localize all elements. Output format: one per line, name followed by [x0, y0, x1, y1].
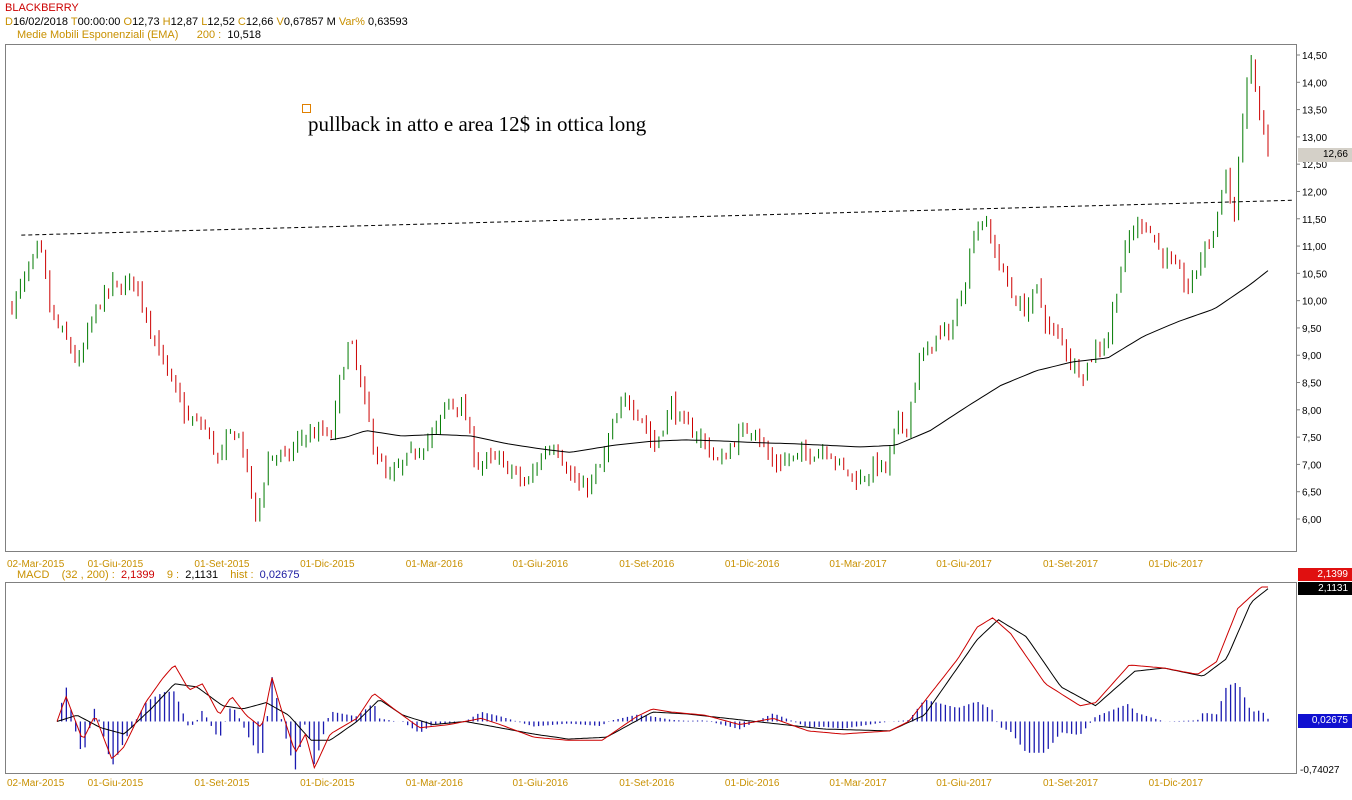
- hist-sep: :: [250, 569, 254, 581]
- close-value: 12,66: [245, 16, 274, 28]
- y-tick-label: 7,00: [1302, 460, 1322, 471]
- date-value: 16/02/2018: [12, 16, 69, 28]
- ema-value: 10,518: [227, 29, 262, 41]
- macd-value-tag: 2,1399: [1298, 568, 1352, 581]
- x-tick-label: 01-Giu-2017: [936, 778, 992, 789]
- ema-readout: Medie Mobili Esponenziali (EMA) 200 : 10…: [17, 29, 261, 42]
- price-chart: 14,50 14,00 13,50 13,00 12,50 12,00 11,50 11,00…: [7, 51, 1327, 570]
- price-chart-panel[interactable]: [5, 44, 1297, 552]
- y-tick-label: 7,50: [1302, 433, 1322, 444]
- low-value: 12,52: [207, 16, 235, 28]
- var-label: Var%: [338, 16, 365, 28]
- y-tick-label: 8,00: [1302, 406, 1322, 417]
- y-tick-label: 8,50: [1302, 379, 1322, 390]
- macd-line: [56, 586, 1268, 770]
- macd-readout: MACD (32 , 200) : 2,1399 9 : 2,1131 hist…: [17, 569, 299, 582]
- x-tick-label: 01-Dic-2017: [1149, 778, 1204, 789]
- y-tick-label: 11,00: [1302, 242, 1327, 253]
- close-label: C: [237, 16, 246, 28]
- y-tick-label: 13,50: [1302, 106, 1327, 117]
- x-tick-label: 01-Set-2016: [619, 559, 674, 570]
- ohlc-readout: D16/02/2018 T00:00:00 O12,73 H12,87 L12,…: [5, 16, 408, 29]
- macd-signal-line: [56, 588, 1269, 741]
- y-tick-label: 12,00: [1302, 187, 1327, 198]
- x-tick-label: 01-Giu-2015: [88, 778, 144, 789]
- macd-sep: :: [111, 569, 115, 581]
- y-tick-label: 13,00: [1302, 133, 1327, 144]
- signal-value: 2,1131: [185, 569, 219, 581]
- x-tick-label: 01-Mar-2016: [406, 559, 464, 570]
- hist-value: 0,02675: [259, 569, 300, 581]
- x-tick-label: 01-Set-2017: [1043, 778, 1098, 789]
- open-label: O: [123, 16, 133, 28]
- var-value: 0,63593: [368, 16, 408, 28]
- x-tick-label: 01-Set-2016: [619, 778, 674, 789]
- x-tick-label: 02-Mar-2015: [7, 778, 65, 789]
- volume-label: V: [276, 16, 284, 28]
- macd-value: 2,1399: [120, 569, 155, 581]
- open-value: 12,73: [132, 16, 160, 28]
- macd-params: (32 , 200): [61, 569, 109, 581]
- x-tick-label: 01-Dic-2015: [300, 559, 355, 570]
- y-tick-label: 12,50: [1302, 160, 1327, 171]
- x-tick-label: 01-Mar-2017: [829, 559, 887, 570]
- ema-label: Medie Mobili Esponenziali (EMA): [17, 29, 179, 41]
- macd-panel[interactable]: [5, 582, 1297, 774]
- y-tick-label: 14,00: [1302, 78, 1327, 89]
- ema-200-line: [330, 270, 1269, 453]
- date-label: D: [5, 16, 13, 28]
- high-label: H: [162, 16, 171, 28]
- high-value: 12,87: [170, 16, 199, 28]
- volume-value: 0,67857 M: [283, 16, 336, 28]
- macd-label: MACD: [17, 569, 50, 581]
- x-tick-label: 01-Dic-2017: [1149, 559, 1204, 570]
- x-tick-label: 01-Giu-2016: [512, 778, 568, 789]
- y-tick-label: 6,50: [1302, 488, 1322, 499]
- macd-min-label: -0,74027: [1300, 765, 1340, 776]
- y-tick-label: 14,50: [1302, 51, 1327, 62]
- annotation-marker[interactable]: [302, 104, 311, 113]
- x-tick-label: 01-Dic-2015: [300, 778, 355, 789]
- x-tick-label: 01-Giu-2015: [88, 559, 144, 570]
- chart-title: BLACKBERRY: [5, 2, 79, 14]
- y-tick-label: 9,50: [1302, 324, 1322, 335]
- last-price-tag: 12,66: [1298, 148, 1352, 162]
- time-value: 00:00:00: [77, 16, 121, 28]
- y-tick-label: 9,00: [1302, 351, 1322, 362]
- y-tick-label: 6,00: [1302, 515, 1322, 526]
- y-tick-label: 11,50: [1302, 215, 1327, 226]
- signal-period: 9: [166, 569, 173, 581]
- hist-value-tag: 0,02675: [1298, 714, 1352, 728]
- signal-value-tag: 2,1131: [1298, 582, 1352, 595]
- x-tick-label: 01-Mar-2016: [406, 778, 464, 789]
- x-tick-label: 01-Giu-2017: [936, 559, 992, 570]
- x-tick-label: 01-Set-2015: [194, 559, 249, 570]
- x-tick-label: 02-Mar-2015: [7, 559, 65, 570]
- y-tick-label: 10,00: [1302, 297, 1327, 308]
- ema-period: 200: [196, 29, 216, 41]
- y-tick-label: 10,50: [1302, 269, 1327, 280]
- resistance-line: [21, 199, 1293, 236]
- hist-label: hist: [230, 569, 248, 581]
- x-tick-label: 01-Dic-2016: [725, 778, 780, 789]
- ema-sep: :: [218, 29, 222, 41]
- low-label: L: [201, 16, 208, 28]
- x-tick-label: 01-Dic-2016: [725, 559, 780, 570]
- x-tick-label: 01-Set-2017: [1043, 559, 1098, 570]
- x-tick-label: 01-Set-2015: [194, 778, 249, 789]
- signal-sep: :: [176, 569, 180, 581]
- time-label: T: [70, 16, 78, 28]
- x-tick-label: 01-Mar-2017: [829, 778, 887, 789]
- annotation-text: pullback in atto e area 12$ in ottica lo…: [308, 112, 647, 136]
- x-tick-label: 01-Giu-2016: [512, 559, 568, 570]
